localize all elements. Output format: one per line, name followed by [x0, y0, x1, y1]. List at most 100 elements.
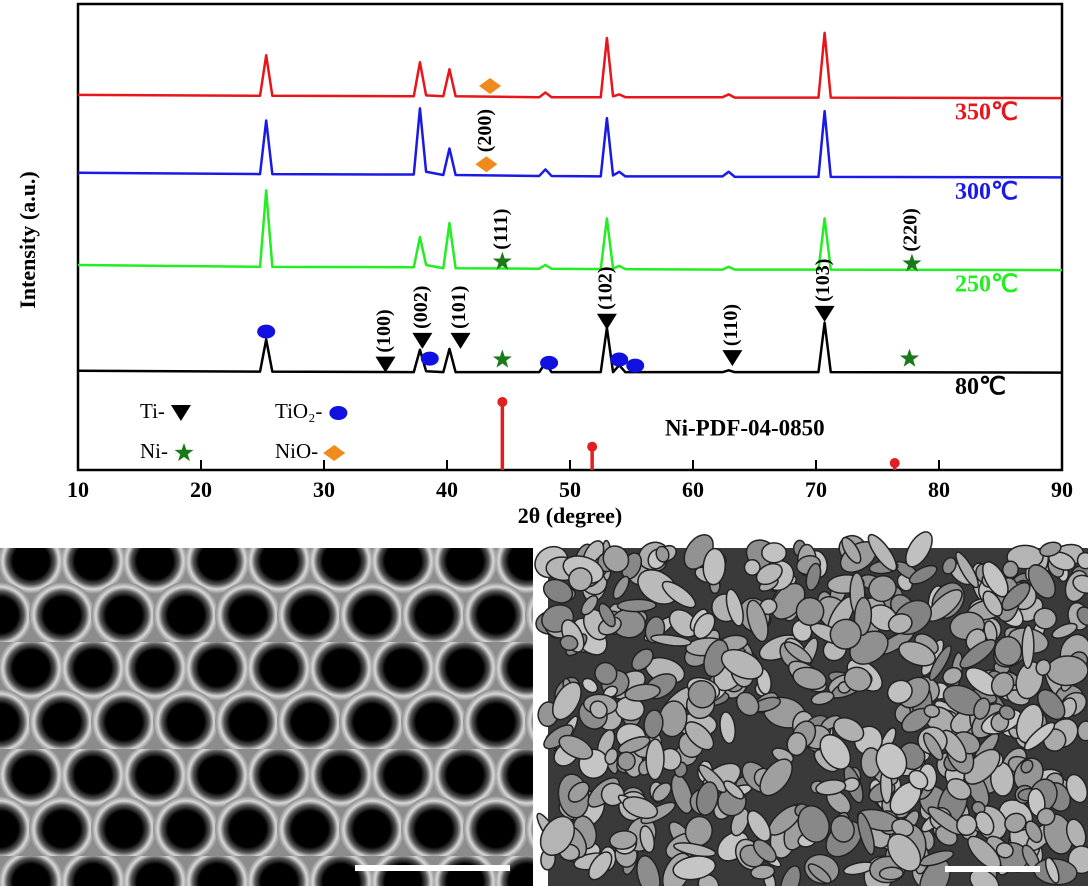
grain: [631, 648, 654, 672]
x-tick-label: 30: [313, 477, 335, 502]
peak-marker: [722, 350, 743, 367]
legend-symbol: [174, 443, 194, 462]
grain: [928, 644, 952, 681]
grain: [752, 839, 777, 863]
grain: [551, 681, 582, 721]
grain: [1001, 581, 1031, 611]
peak-marker: [899, 348, 919, 367]
peak-marker: [420, 351, 439, 366]
grain: [779, 865, 802, 886]
grain: [594, 661, 618, 686]
hkl-label: (110): [720, 304, 742, 346]
grain: [1023, 721, 1056, 751]
x-tick-label: 50: [559, 477, 581, 502]
grain: [580, 595, 599, 616]
hkl-label: (100): [373, 309, 395, 352]
grain: [955, 551, 979, 589]
grain: [1020, 759, 1034, 774]
x-axis-label: 2θ (degree): [518, 503, 623, 528]
x-tick-label: 90: [1051, 477, 1073, 502]
grain: [636, 855, 661, 886]
grain: [990, 671, 1015, 698]
grain: [841, 536, 862, 564]
grain: [795, 596, 825, 626]
series-label: 350℃: [955, 100, 1018, 126]
grain: [624, 683, 661, 702]
peak-marker: [450, 332, 471, 349]
grain: [868, 575, 897, 603]
peak-marker: [902, 253, 922, 272]
grain: [602, 545, 630, 573]
xrd-trace: [77, 321, 1063, 374]
peak-marker: [626, 358, 645, 373]
grain: [672, 855, 717, 881]
grain: [998, 704, 1016, 721]
grain: [1039, 541, 1062, 558]
grain: [1004, 812, 1027, 834]
grain: [761, 542, 787, 564]
grain: [1037, 688, 1066, 721]
grain: [1051, 622, 1078, 639]
grain: [1035, 658, 1051, 676]
grain: [567, 781, 590, 803]
grain: [639, 825, 655, 854]
grain: [982, 590, 1003, 617]
grain: [1001, 560, 1019, 579]
grain: [1076, 606, 1088, 627]
grain: [558, 734, 594, 760]
grain: [786, 731, 808, 757]
grain: [612, 575, 630, 600]
grain: [720, 648, 764, 680]
y-axis-label: Intensity (a.u.): [15, 171, 40, 309]
grain: [598, 602, 616, 628]
legend-label: Ti-: [140, 399, 165, 423]
grain: [783, 641, 813, 664]
reference-cap: [497, 396, 508, 407]
grain: [1021, 624, 1035, 670]
sem-image-left: [0, 548, 533, 886]
grain: [797, 805, 830, 843]
grain: [616, 598, 657, 613]
hkl-label: (002): [410, 286, 432, 329]
legend-symbol: [323, 445, 346, 461]
xrd-trace: [77, 31, 1063, 100]
grain: [645, 738, 665, 781]
peak-marker: [610, 352, 629, 367]
grain: [702, 547, 726, 586]
grain: [829, 618, 862, 650]
grain: [655, 545, 670, 563]
grain: [982, 561, 1009, 598]
grain: [542, 578, 574, 604]
grain: [1044, 856, 1060, 884]
grain: [1045, 655, 1088, 687]
grain: [725, 588, 744, 627]
reference-cap: [889, 458, 900, 469]
grain: [695, 781, 719, 816]
legend-symbol: [329, 406, 348, 420]
peak-marker: [412, 332, 433, 349]
grain: [994, 635, 1023, 667]
grain: [805, 562, 822, 591]
grain: [755, 562, 783, 586]
hkl-label: (102): [594, 266, 616, 309]
grain: [684, 721, 715, 751]
x-tick-label: 60: [682, 477, 704, 502]
series-label: 300℃: [955, 179, 1018, 205]
grain: [1065, 773, 1088, 804]
legend-symbol: [170, 405, 191, 421]
grain: [810, 690, 835, 706]
x-tick-label: 70: [805, 477, 827, 502]
grain: [792, 666, 827, 691]
grain: [622, 796, 659, 820]
grain: [617, 736, 651, 755]
hkl-label: (101): [448, 286, 470, 329]
grain: [539, 815, 576, 856]
scale-bar: [945, 866, 1040, 872]
peak-marker: [814, 305, 835, 322]
series-label: 80℃: [955, 374, 1006, 400]
grain: [886, 679, 913, 705]
legend-label: TiO₂-: [275, 399, 322, 423]
hkl-label: (200): [474, 109, 496, 152]
